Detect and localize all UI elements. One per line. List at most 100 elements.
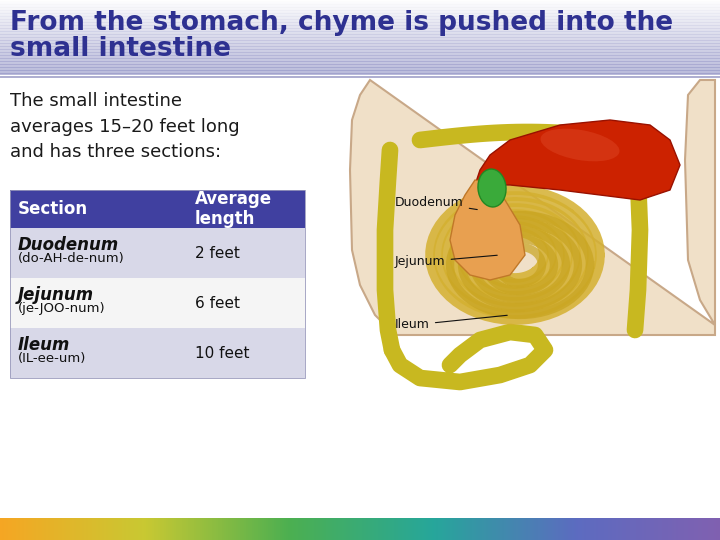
Bar: [372, 518, 374, 540]
Bar: [250, 518, 253, 540]
Bar: [28, 518, 30, 540]
Bar: [114, 518, 117, 540]
Bar: [0, 68, 720, 69]
Bar: [112, 518, 114, 540]
Bar: [154, 518, 156, 540]
Bar: [4, 518, 6, 540]
Bar: [0, 55, 720, 56]
Bar: [0, 70, 720, 71]
Bar: [0, 48, 720, 49]
Bar: [0, 22, 720, 23]
Bar: [688, 518, 690, 540]
Bar: [560, 518, 562, 540]
Bar: [362, 518, 364, 540]
Bar: [520, 518, 523, 540]
Bar: [0, 38, 720, 39]
Bar: [196, 518, 199, 540]
Bar: [96, 518, 99, 540]
Bar: [552, 518, 554, 540]
Bar: [132, 518, 135, 540]
Bar: [386, 518, 389, 540]
Bar: [0, 69, 720, 70]
Bar: [274, 518, 276, 540]
Bar: [544, 518, 546, 540]
Bar: [232, 518, 235, 540]
Bar: [500, 518, 503, 540]
Bar: [214, 518, 217, 540]
Bar: [416, 518, 418, 540]
Bar: [12, 518, 14, 540]
Bar: [602, 518, 605, 540]
Bar: [10, 518, 12, 540]
Bar: [470, 518, 472, 540]
Bar: [292, 518, 294, 540]
Bar: [662, 518, 665, 540]
Bar: [718, 518, 720, 540]
Bar: [236, 518, 238, 540]
Bar: [534, 518, 536, 540]
Bar: [0, 1, 720, 2]
Bar: [576, 518, 578, 540]
Bar: [280, 518, 282, 540]
Bar: [0, 4, 720, 5]
Bar: [110, 518, 112, 540]
Bar: [0, 73, 720, 74]
Bar: [606, 518, 608, 540]
Bar: [314, 518, 317, 540]
Bar: [0, 60, 720, 62]
Bar: [0, 18, 720, 19]
Bar: [0, 57, 720, 58]
Bar: [446, 518, 449, 540]
Bar: [686, 518, 688, 540]
Bar: [632, 518, 634, 540]
Bar: [524, 518, 526, 540]
Bar: [0, 70, 720, 71]
Bar: [0, 56, 720, 57]
Bar: [0, 10, 720, 11]
Bar: [342, 518, 344, 540]
Bar: [0, 42, 720, 43]
Bar: [0, 10, 720, 11]
Bar: [616, 518, 618, 540]
Bar: [0, 65, 720, 66]
Bar: [340, 518, 343, 540]
Bar: [0, 45, 720, 46]
Bar: [630, 518, 632, 540]
Bar: [626, 518, 629, 540]
Bar: [226, 518, 228, 540]
Bar: [354, 518, 356, 540]
Bar: [176, 518, 179, 540]
Bar: [402, 518, 405, 540]
Bar: [60, 518, 63, 540]
Bar: [0, 71, 720, 72]
Bar: [716, 518, 719, 540]
Bar: [254, 518, 256, 540]
Bar: [548, 518, 551, 540]
Bar: [0, 17, 720, 18]
Bar: [708, 518, 711, 540]
Bar: [0, 22, 720, 23]
Bar: [0, 20, 720, 21]
Bar: [0, 30, 720, 31]
Bar: [38, 518, 40, 540]
Bar: [488, 518, 490, 540]
Bar: [388, 518, 390, 540]
Text: Duodenum: Duodenum: [18, 236, 120, 254]
Bar: [50, 518, 53, 540]
Bar: [174, 518, 176, 540]
Bar: [0, 19, 720, 20]
Bar: [714, 518, 716, 540]
Bar: [0, 53, 720, 54]
Bar: [0, 40, 720, 41]
Bar: [608, 518, 611, 540]
Bar: [0, 35, 720, 36]
Bar: [384, 518, 387, 540]
Bar: [0, 18, 720, 19]
Bar: [656, 518, 659, 540]
Bar: [76, 518, 78, 540]
Bar: [0, 22, 720, 23]
Bar: [168, 518, 171, 540]
Bar: [660, 518, 662, 540]
Bar: [306, 518, 308, 540]
Bar: [0, 24, 720, 25]
